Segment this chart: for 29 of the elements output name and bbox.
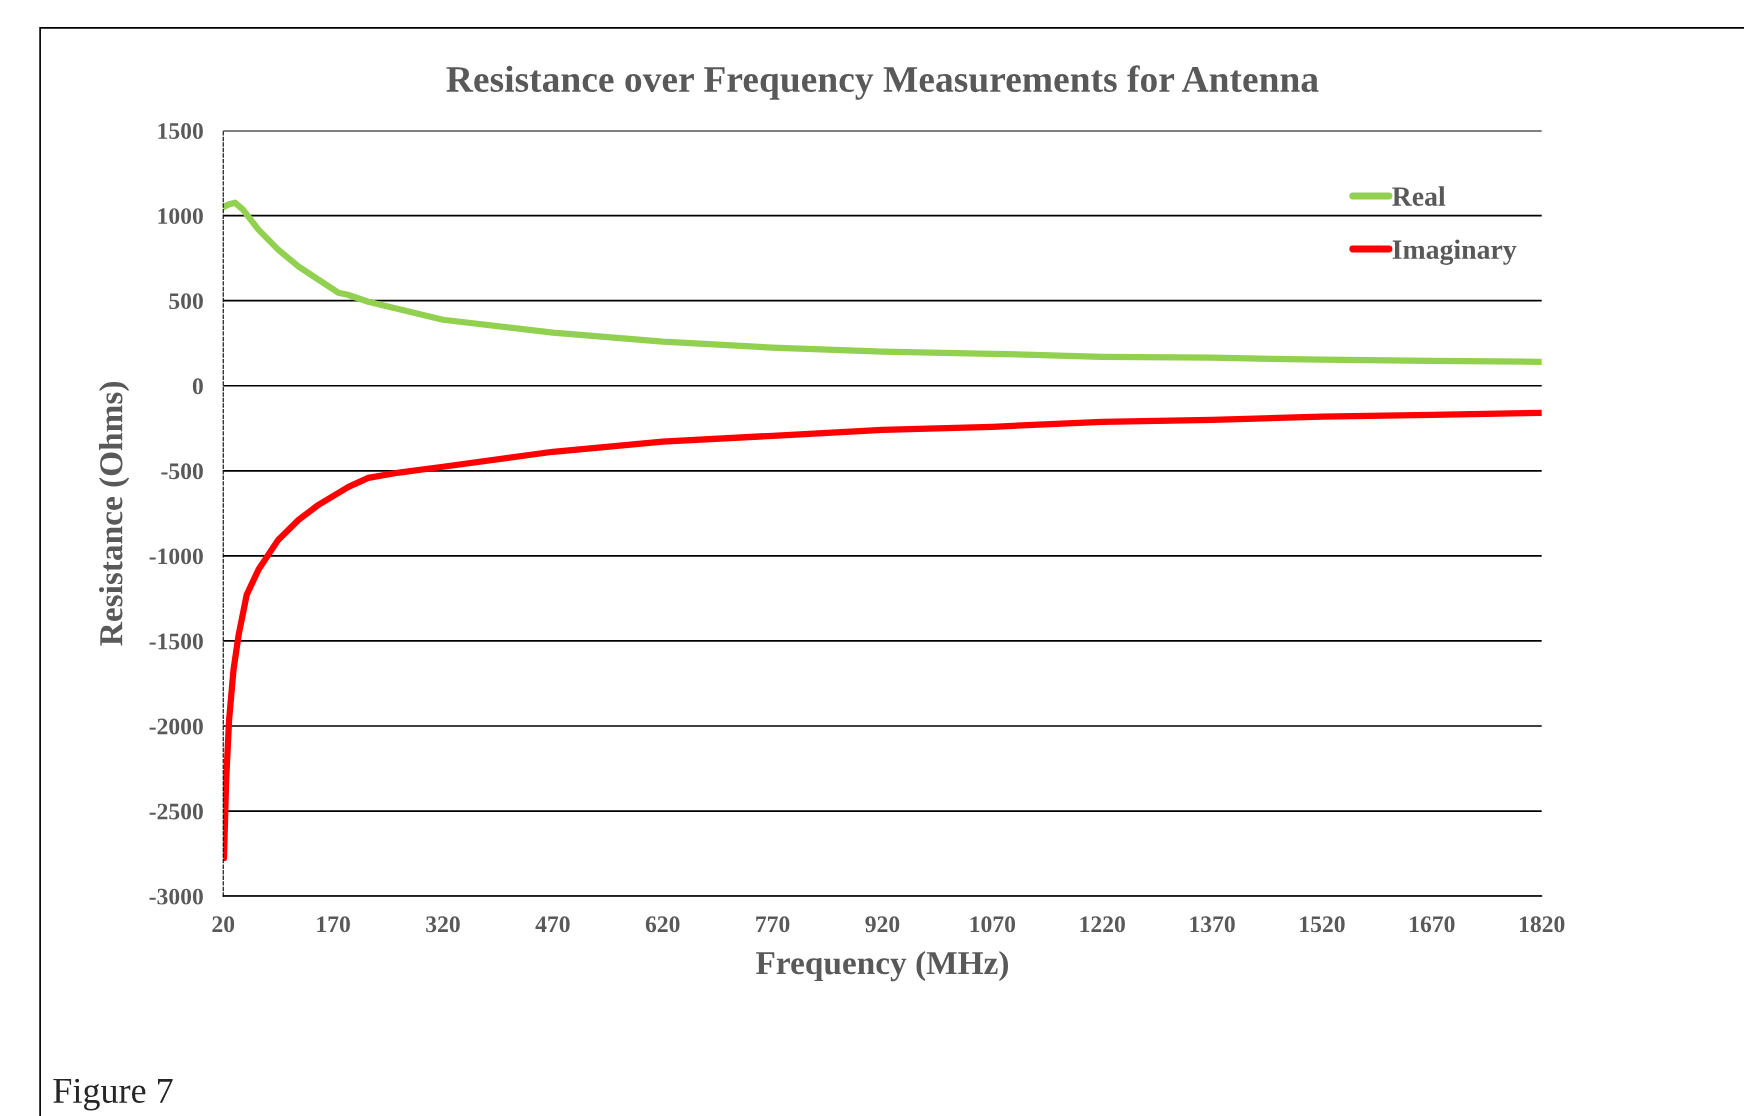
y-tick-label: 1500 — [158, 123, 203, 139]
x-tick-label: 1070 — [970, 916, 1016, 933]
legend-label: Imaginary — [1392, 239, 1517, 265]
y-tick-label: -1000 — [149, 548, 203, 565]
x-tick-label: 1820 — [1519, 916, 1565, 933]
y-tick-label: 0 — [192, 378, 203, 395]
y-axis-title: Resistance (Ohms) — [99, 381, 130, 646]
y-tick-label: -2000 — [149, 718, 203, 735]
x-tick-label: 1220 — [1080, 916, 1125, 933]
x-tick-label: 470 — [535, 916, 570, 933]
x-tick-label: 770 — [756, 916, 790, 933]
y-tick-label: 1000 — [158, 208, 203, 225]
x-tick-label: 920 — [865, 916, 900, 933]
legend-label: Real — [1392, 186, 1446, 206]
y-tick-label: -1500 — [149, 633, 203, 650]
x-tick-label: 1670 — [1410, 916, 1455, 933]
x-axis-title: Frequency (MHz) — [756, 950, 1008, 982]
caption: Figure 7 — [53, 1078, 173, 1111]
y-tick-label: -500 — [161, 463, 203, 480]
y-tick-label: -3000 — [149, 888, 203, 905]
x-tick-label: 1370 — [1190, 916, 1235, 933]
x-tick-label: 170 — [317, 916, 350, 933]
chart-title: Resistance over Frequency Measurements for Antenna — [446, 65, 1319, 100]
x-tick-label: 320 — [426, 916, 460, 933]
x-tick-label: 1520 — [1300, 916, 1345, 933]
y-tick-label: 500 — [169, 293, 203, 310]
y-tick-label: -2500 — [149, 803, 203, 820]
x-tick-label: 620 — [645, 916, 680, 933]
x-tick-label: 20 — [212, 916, 235, 933]
